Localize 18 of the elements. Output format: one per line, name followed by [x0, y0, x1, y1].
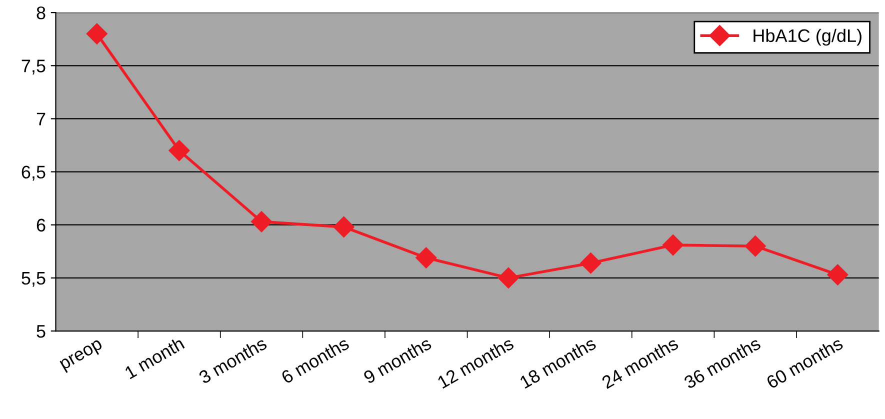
point: [827, 264, 848, 286]
point: [744, 236, 766, 257]
y-tick-label: 5,5: [22, 272, 46, 287]
y-tick-label: 7,5: [22, 60, 46, 74]
point: [168, 140, 190, 162]
point: [580, 252, 602, 274]
point: [416, 247, 437, 268]
y-tick-label: 7: [36, 112, 46, 126]
point: [498, 267, 519, 288]
y-tick-label: 8: [36, 6, 46, 20]
y-tick-label: 5: [36, 325, 46, 338]
y-tick-label: 6,5: [22, 166, 46, 181]
legend-label: HbA1C (g/dL): [754, 28, 862, 46]
point: [662, 234, 684, 256]
point: [86, 23, 108, 44]
point: [251, 211, 272, 232]
point: [333, 216, 354, 238]
y-tick-label: 6: [36, 218, 46, 232]
